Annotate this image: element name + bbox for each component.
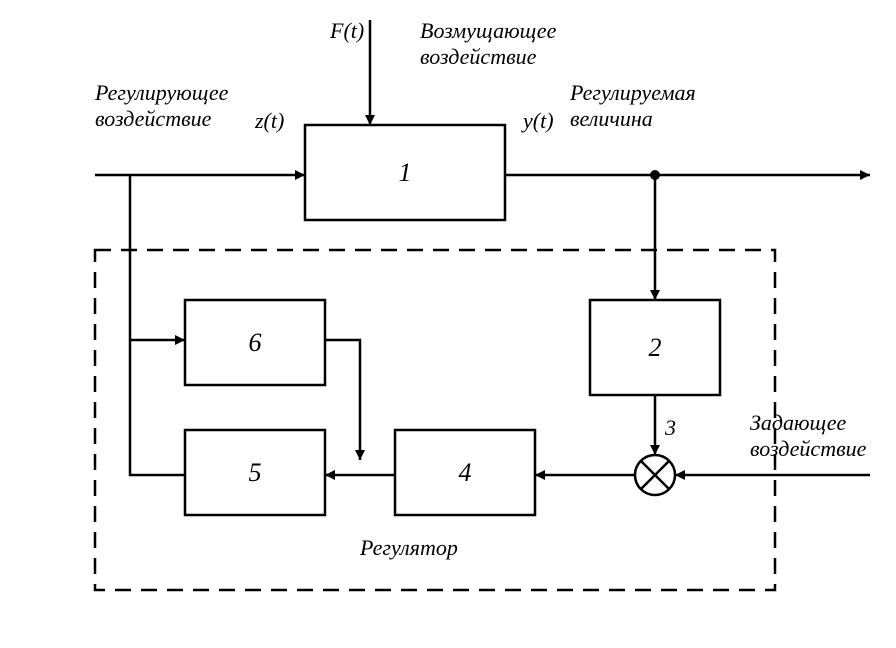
arrow-6-to-5v: [325, 340, 360, 460]
sum-label: 3: [664, 415, 676, 440]
label-setpoint-2: воздействие: [750, 436, 867, 461]
block-label-4: 4: [459, 458, 472, 487]
block-label-5: 5: [249, 458, 262, 487]
label-disturbance-2: воздействие: [420, 44, 537, 69]
label-z-of-t: z(t): [254, 108, 284, 133]
label-f-of-t: F(t): [329, 18, 364, 43]
label-regulated-1: Регулируемая: [569, 80, 696, 105]
label-regulating-1: Регулирующее: [94, 80, 229, 105]
label-regulating-2: воздействие: [95, 106, 212, 131]
label-setpoint-1: Задающее: [750, 410, 846, 435]
label-y-of-t: y(t): [521, 108, 554, 133]
block-label-1: 1: [399, 158, 412, 187]
label-regulator: Регулятор: [359, 535, 458, 560]
label-disturbance-1: Возмущающее: [420, 18, 557, 43]
branch-node: [650, 170, 660, 180]
block-label-2: 2: [649, 333, 662, 362]
label-regulated-2: величина: [570, 106, 653, 131]
arrow-5-left-up: [130, 175, 185, 475]
block-label-6: 6: [249, 328, 262, 357]
